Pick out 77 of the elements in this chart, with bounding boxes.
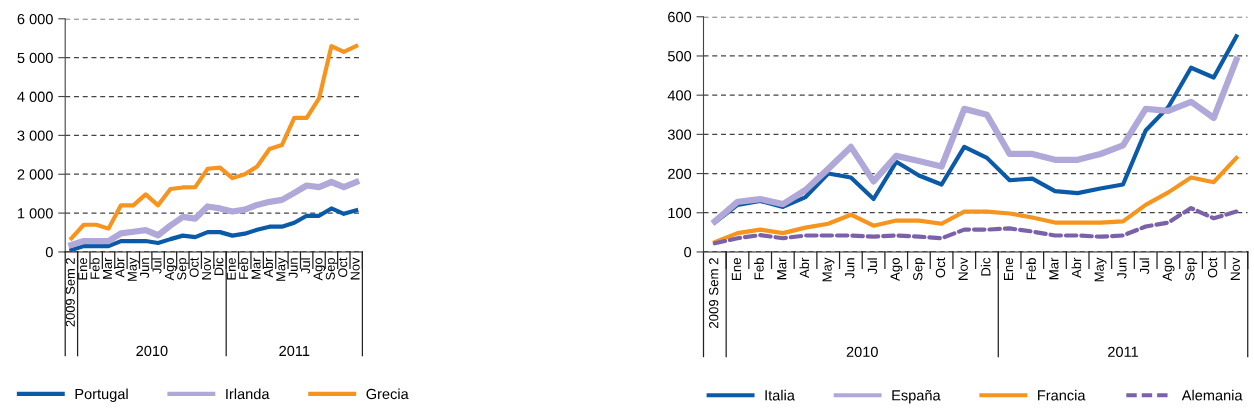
- x-tick-label: Sep: [325, 258, 338, 280]
- x-tick-label: Mar: [1049, 257, 1059, 280]
- x-tick-label: Feb: [90, 258, 100, 279]
- y-tick-label: 400: [667, 90, 692, 101]
- text: 2010: [846, 346, 878, 357]
- x-tick-label: May: [276, 257, 288, 281]
- text: 2011: [279, 345, 310, 357]
- x-tick-label: Jun: [845, 258, 855, 279]
- x-tick-label: Jun: [288, 258, 298, 279]
- text: 2011: [1108, 346, 1138, 357]
- y-tick-label: 0: [684, 247, 692, 258]
- x-tick-label: Jul: [300, 258, 311, 274]
- line-series: [69, 43, 359, 241]
- x-tick-label: Feb: [754, 258, 764, 280]
- y-tick-label: 100: [668, 207, 692, 219]
- x-tick-label: Ago: [313, 258, 326, 281]
- line-series: [712, 205, 1239, 246]
- text: 2010: [136, 345, 168, 357]
- x-tick-label: Jul: [1139, 258, 1150, 275]
- legend-label: Italia: [765, 389, 795, 401]
- y-tick-label: 3 000: [17, 130, 53, 141]
- x-tick-label: Oct: [189, 257, 199, 277]
- x-tick-label: Jun: [140, 258, 150, 279]
- y-tick-label: 0: [45, 247, 53, 258]
- x-tick-label: Feb: [238, 258, 249, 279]
- x-tick-label: Dic: [213, 257, 224, 276]
- x-tick-label: Abr: [1071, 257, 1082, 278]
- legend-label: Portugal: [75, 388, 128, 403]
- x-tick-label: Mar: [103, 257, 113, 279]
- x-tick-label: May: [127, 257, 140, 281]
- y-tick-label: 5 000: [17, 52, 53, 64]
- y-tick-label: 4 000: [17, 91, 53, 102]
- x-tick-label: Nov: [350, 257, 360, 280]
- line-series: [69, 206, 359, 252]
- x-tick-label: Jul: [867, 258, 878, 275]
- x-tick-label: 2009 Sem 2: [65, 258, 75, 327]
- legend-label: España: [892, 389, 941, 404]
- x-tick-label: Abr: [799, 257, 810, 278]
- legend-label: Grecia: [366, 388, 409, 400]
- y-tick-label: 2 000: [17, 169, 53, 180]
- x-tick-label: Jun: [1117, 258, 1127, 279]
- x-tick-label: Ene: [1003, 258, 1014, 280]
- y-tick-label: 600: [668, 11, 692, 23]
- x-tick-label: Sep: [177, 258, 189, 280]
- x-tick-label: Sep: [1185, 258, 1198, 281]
- x-tick-label: Oct: [338, 257, 348, 277]
- x-tick-label: Ago: [890, 258, 903, 281]
- x-tick-label: Ene: [226, 258, 236, 280]
- legend-label: Irlanda: [226, 388, 270, 400]
- x-tick-label: Feb: [1026, 258, 1036, 280]
- x-tick-label: Abr: [263, 257, 273, 278]
- x-tick-label: Oct: [935, 257, 946, 278]
- x-tick-label: Nov: [202, 257, 212, 280]
- x-tick-label: Ene: [731, 258, 742, 280]
- x-tick-label: Nov: [1230, 257, 1240, 280]
- y-tick-label: 300: [667, 129, 692, 140]
- x-tick-label: May: [822, 257, 835, 282]
- x-tick-label: Mar: [251, 257, 261, 279]
- x-tick-label: Nov: [958, 257, 968, 280]
- x-tick-label: Dic: [980, 257, 991, 276]
- x-tick-label: Sep: [913, 258, 926, 281]
- x-tick-label: Jul: [152, 258, 162, 274]
- x-tick-label: Ago: [1162, 258, 1175, 281]
- legend-label: Alemania: [1181, 389, 1243, 401]
- x-tick-label: May: [1094, 257, 1107, 282]
- x-tick-label: 2009 Sem 2: [709, 258, 719, 328]
- x-tick-label: Abr: [114, 257, 125, 278]
- y-tick-label: 200: [668, 168, 692, 179]
- x-tick-label: Ene: [78, 258, 88, 280]
- x-tick-label: Mar: [777, 257, 787, 280]
- y-tick-label: 6 000: [17, 13, 53, 25]
- x-tick-label: Ago: [164, 258, 177, 281]
- x-tick-label: Oct: [1207, 257, 1218, 278]
- legend-label: Francia: [1038, 389, 1086, 401]
- y-tick-label: 1 000: [18, 208, 53, 219]
- line-series: [712, 155, 1239, 245]
- y-tick-label: 500: [667, 51, 692, 62]
